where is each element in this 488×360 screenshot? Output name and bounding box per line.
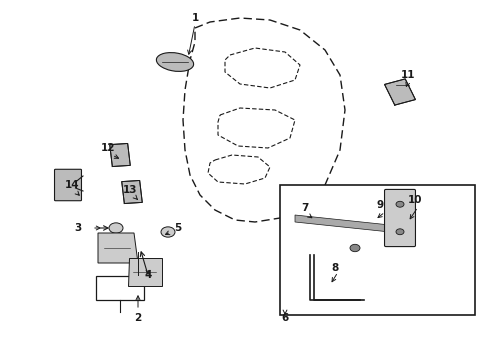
Bar	[280, 185, 474, 315]
FancyBboxPatch shape	[384, 189, 415, 247]
Text: 14: 14	[64, 180, 79, 190]
Ellipse shape	[156, 53, 193, 71]
Text: 13: 13	[122, 185, 137, 195]
Polygon shape	[294, 215, 389, 232]
Text: 1: 1	[191, 13, 198, 23]
Bar	[96, 276, 143, 300]
Circle shape	[395, 201, 403, 207]
Text: 11: 11	[400, 70, 414, 80]
Text: 5: 5	[174, 223, 181, 233]
Text: 4: 4	[144, 270, 151, 280]
Polygon shape	[384, 79, 415, 105]
Text: 3: 3	[74, 223, 81, 233]
Text: 8: 8	[331, 263, 338, 273]
Text: 9: 9	[376, 200, 383, 210]
Polygon shape	[122, 180, 142, 203]
Circle shape	[109, 223, 123, 233]
Polygon shape	[109, 144, 130, 167]
Circle shape	[349, 244, 359, 252]
FancyBboxPatch shape	[54, 169, 81, 201]
Polygon shape	[98, 233, 138, 263]
Text: 7: 7	[301, 203, 308, 213]
Text: 12: 12	[101, 143, 115, 153]
Polygon shape	[127, 258, 162, 286]
Circle shape	[395, 229, 403, 235]
Circle shape	[161, 227, 175, 237]
Text: 10: 10	[407, 195, 421, 205]
Text: 2: 2	[134, 313, 142, 323]
Text: 6: 6	[281, 313, 288, 323]
